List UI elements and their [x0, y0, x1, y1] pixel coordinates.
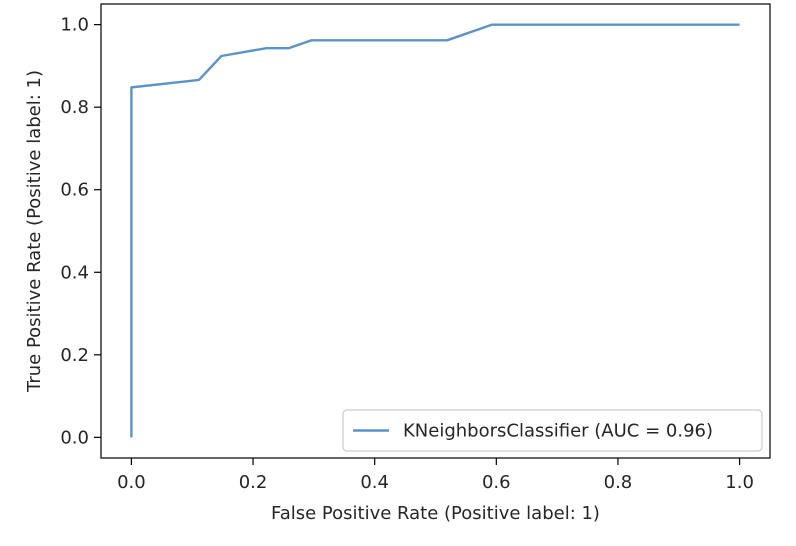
y-tick-label-4: 0.8 [60, 97, 89, 118]
x-tick-label-1: 0.2 [239, 472, 268, 493]
y-tick-label-5: 1.0 [60, 15, 89, 36]
x-tick-label-4: 0.8 [604, 472, 633, 493]
x-tick-label-3: 0.6 [482, 472, 511, 493]
roc-series-line-0 [130, 23, 740, 438]
legend: KNeighborsClassifier (AUC = 0.96) [342, 409, 763, 452]
legend-box [342, 409, 763, 452]
y-tick-label-0: 0.0 [60, 427, 89, 448]
y-tick-label-1: 0.2 [60, 345, 89, 366]
axis-ticks: 0.0 0.2 0.4 0.6 0.8 1.0 0.0 0.2 0.4 0.6 0.8 1.0 [60, 15, 754, 493]
x-axis-label: False Positive Rate (Positive label: 1) [271, 503, 600, 524]
plot-frame [100, 3, 771, 459]
x-tick-label-0: 0.0 [117, 472, 146, 493]
x-tick-label-2: 0.4 [360, 472, 389, 493]
plot-area [100, 3, 771, 459]
y-axis-label: True Positive Rate (Positive label: 1) [24, 70, 45, 393]
y-tick-label-3: 0.6 [60, 180, 89, 201]
y-tick-label-2: 0.4 [60, 262, 89, 283]
x-tick-label-5: 1.0 [725, 472, 754, 493]
legend-label: KNeighborsClassifier (AUC = 0.96) [403, 421, 713, 442]
series-layer [130, 23, 740, 438]
